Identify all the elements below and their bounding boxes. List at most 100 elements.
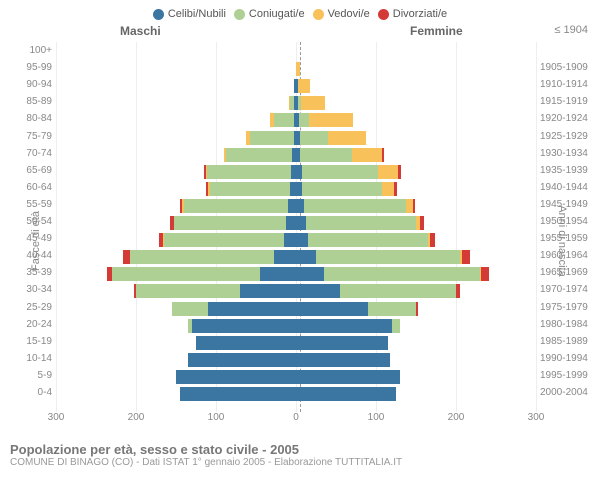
pyramid-row: [56, 232, 536, 248]
bar-segment: [180, 387, 296, 401]
bar-segment: [296, 370, 400, 384]
bar-segment: [296, 319, 392, 333]
birth-year-label: 1970-1974: [540, 285, 600, 295]
pyramid-row: [56, 301, 536, 317]
legend-label: Coniugati/e: [249, 8, 305, 20]
bar-segment: [301, 96, 325, 110]
age-label: 35-39: [0, 268, 52, 278]
legend-item: Divorziati/e: [378, 8, 447, 20]
bar-male: [204, 165, 296, 179]
bar-segment: [378, 165, 398, 179]
legend: Celibi/Nubili Coniugati/e Vedovi/e Divorzia…: [0, 0, 600, 24]
bar-segment: [136, 284, 240, 298]
pyramid-row: [56, 147, 536, 163]
bar-male: [224, 148, 296, 162]
bar-segment: [300, 148, 352, 162]
bar-segment: [456, 284, 460, 298]
pyramid-row: [56, 318, 536, 334]
bar-segment: [260, 267, 296, 281]
birth-year-label: 1960-1964: [540, 251, 600, 261]
legend-label: Celibi/Nubili: [168, 8, 226, 20]
bar-segment: [368, 302, 416, 316]
age-label: 80-84: [0, 114, 52, 124]
bar-male: [180, 387, 296, 401]
age-label: 95-99: [0, 63, 52, 73]
bar-female: [296, 233, 435, 247]
bar-male: [270, 113, 296, 127]
bar-segment: [296, 250, 316, 264]
bar-segment: [413, 199, 415, 213]
birth-year-label: 1975-1979: [540, 303, 600, 313]
bar-segment: [306, 216, 416, 230]
legend-item: Celibi/Nubili: [153, 8, 226, 20]
pyramid-row: [56, 198, 536, 214]
bar-male: [159, 233, 296, 247]
bar-segment: [208, 302, 296, 316]
birth-year-label: 1915-1919: [540, 97, 600, 107]
bar-segment: [288, 199, 296, 213]
bar-male: [180, 199, 296, 213]
bar-male: [206, 182, 296, 196]
bar-segment: [174, 216, 286, 230]
bar-female: [296, 182, 397, 196]
bar-segment: [308, 233, 428, 247]
bar-segment: [392, 319, 400, 333]
birth-year-label: 1980-1984: [540, 320, 600, 330]
birth-year-label: 1910-1914: [540, 80, 600, 90]
bar-male: [172, 302, 296, 316]
pyramid-row: [56, 164, 536, 180]
x-tick-label: 300: [528, 412, 545, 423]
age-label: 75-79: [0, 132, 52, 142]
bar-male: [107, 267, 296, 281]
bar-segment: [462, 250, 470, 264]
age-label: 90-94: [0, 80, 52, 90]
birth-year-label: 1940-1944: [540, 183, 600, 193]
header-first-year: ≤ 1904: [554, 24, 588, 36]
bar-segment: [176, 370, 296, 384]
pyramid-row: [56, 130, 536, 146]
pyramid-row: [56, 215, 536, 231]
plot-area: Fasce di età Anni di nascita 30020010001…: [0, 42, 600, 440]
pyramid-row: [56, 181, 536, 197]
bar-segment: [324, 267, 480, 281]
x-tick-label: 200: [128, 412, 145, 423]
bar-male: [170, 216, 296, 230]
bar-female: [296, 96, 325, 110]
chart-footer: Popolazione per età, sesso e stato civil…: [0, 440, 600, 470]
x-tick-label: 200: [448, 412, 465, 423]
birth-year-label: 1905-1909: [540, 63, 600, 73]
bar-female: [296, 302, 418, 316]
legend-dot-icon: [153, 9, 164, 20]
bar-female: [296, 79, 310, 93]
bar-segment: [296, 62, 300, 76]
bar-segment: [296, 233, 308, 247]
age-label: 25-29: [0, 303, 52, 313]
pyramid-row: [56, 78, 536, 94]
bar-segment: [296, 387, 396, 401]
bar-female: [296, 165, 401, 179]
bar-segment: [226, 148, 292, 162]
pyramid-row: [56, 369, 536, 385]
bar-segment: [274, 113, 294, 127]
bar-male: [196, 336, 296, 350]
bar-segment: [250, 131, 294, 145]
chart-title: Popolazione per età, sesso e stato civil…: [10, 442, 590, 457]
bar-segment: [188, 353, 296, 367]
bar-segment: [296, 216, 306, 230]
bar-segment: [304, 199, 406, 213]
bar-female: [296, 284, 460, 298]
bar-segment: [352, 148, 382, 162]
bar-male: [246, 131, 296, 145]
age-label: 20-24: [0, 320, 52, 330]
bar-female: [296, 62, 300, 76]
legend-item: Vedovi/e: [313, 8, 370, 20]
bar-female: [296, 199, 415, 213]
birth-year-label: 1985-1989: [540, 337, 600, 347]
bar-male: [123, 250, 296, 264]
bar-female: [296, 267, 489, 281]
bar-segment: [382, 182, 394, 196]
column-headers: Maschi Femmine ≤ 1904: [0, 24, 600, 42]
bar-segment: [416, 302, 418, 316]
age-label: 100+: [0, 46, 52, 56]
bar-male: [176, 370, 296, 384]
